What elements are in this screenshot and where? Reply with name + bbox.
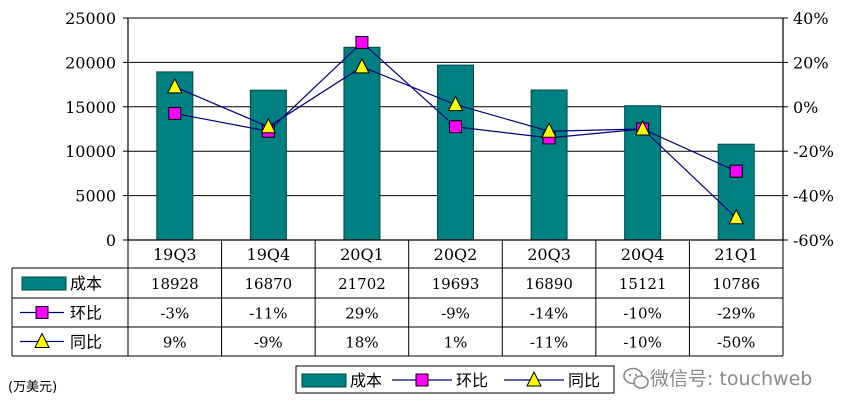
category-label: 21Q1 — [714, 245, 758, 264]
table-cell: -10% — [623, 334, 661, 352]
row-key-triangle-marker — [34, 332, 50, 348]
table-cell: -11% — [249, 305, 287, 323]
left-tick-label: 0 — [106, 231, 116, 250]
table-cell: -10% — [623, 305, 661, 323]
bar-19Q3 — [156, 71, 194, 241]
table-cell: -29% — [717, 305, 755, 323]
table-cell: -50% — [717, 334, 755, 352]
legend-label-cost: 成本 — [350, 371, 382, 390]
right-tick-label: 20% — [793, 53, 829, 72]
bar-20Q3 — [530, 89, 568, 241]
table-cell: -9% — [254, 334, 283, 352]
left-tick-label: 5000 — [75, 187, 116, 206]
yoy-point-21Q1 — [728, 208, 745, 225]
left-tick-label: 20000 — [65, 53, 116, 72]
legend-label-qoq: 环比 — [456, 371, 488, 390]
row-label: 成本 — [70, 274, 102, 293]
left-tick-label: 10000 — [65, 142, 116, 161]
category-label: 20Q1 — [340, 245, 384, 264]
table-cell: 15121 — [619, 275, 667, 293]
right-tick-label: -20% — [793, 142, 834, 161]
right-tick-label: -60% — [793, 231, 834, 250]
table-cell: 18928 — [151, 275, 199, 293]
row-key-bar — [21, 276, 67, 291]
right-tick-label: 40% — [793, 9, 829, 28]
watermark-text: 微信号: touchweb — [650, 368, 812, 390]
bar-series — [156, 46, 755, 241]
watermark: 微信号: touchweb — [623, 367, 812, 390]
left-tick-label: 15000 — [65, 98, 116, 117]
yoy-point-20Q2 — [447, 95, 464, 112]
table-cell: 29% — [345, 305, 378, 323]
legend-key-bar — [301, 373, 347, 388]
axes: 0 5000 10000 15000 20000 25000 -60% -40% -20% 0% 2… — [65, 9, 834, 250]
data-table: 19Q3 19Q4 20Q1 20Q2 20Q3 20Q4 21Q1 成本 18928 16870… — [11, 239, 784, 357]
table-cell: 19693 — [432, 275, 480, 293]
qoq-point-20Q1 — [355, 35, 369, 49]
legend-key-yoy-marker — [526, 370, 542, 387]
table-cell: 16890 — [525, 275, 573, 293]
category-label: 20Q2 — [434, 245, 478, 264]
row-key-square-marker — [35, 306, 49, 319]
legend-key-qoq-marker — [415, 373, 429, 387]
qoq-point-21Q1 — [729, 164, 743, 178]
legend: 成本 环比 同比 — [295, 365, 615, 394]
yoy-point-20Q4 — [634, 119, 651, 136]
qoq-point-20Q2 — [449, 120, 462, 134]
table-cell: 9% — [163, 334, 187, 352]
table-cell: 18% — [345, 334, 378, 352]
yoy-point-20Q3 — [541, 122, 557, 138]
bar-19Q4 — [249, 89, 287, 241]
yoy-point-20Q1 — [354, 57, 370, 74]
left-tick-label: 25000 — [65, 9, 116, 28]
table-cell: 10786 — [712, 275, 760, 293]
legend-label-yoy: 同比 — [568, 371, 600, 390]
qoq-point-19Q3 — [168, 106, 182, 120]
bar-20Q2 — [437, 64, 474, 241]
right-tick-label: -40% — [793, 187, 834, 206]
row-label: 环比 — [70, 304, 102, 323]
bar-21Q1 — [717, 143, 755, 241]
yoy-point-19Q3 — [166, 77, 183, 94]
table-cell: -9% — [441, 305, 470, 323]
category-label: 20Q4 — [621, 245, 665, 264]
right-tick-label: 0% — [793, 98, 818, 117]
table-cell: 21702 — [338, 275, 386, 293]
row-label: 同比 — [70, 333, 102, 352]
table-cell: 16870 — [244, 275, 292, 293]
unit-note: (万美元) — [8, 380, 57, 395]
wechat-icon — [623, 367, 649, 389]
yoy-point-19Q4 — [260, 117, 277, 134]
category-label: 19Q4 — [247, 245, 291, 264]
bar-20Q1 — [343, 46, 381, 241]
table-cell: 1% — [444, 334, 468, 352]
table-cell: -3% — [160, 305, 189, 323]
table-cell: -14% — [530, 305, 568, 323]
category-label: 20Q3 — [527, 245, 571, 264]
category-label: 19Q3 — [153, 245, 197, 264]
line-series — [166, 35, 745, 225]
table-cell: -11% — [530, 334, 568, 352]
